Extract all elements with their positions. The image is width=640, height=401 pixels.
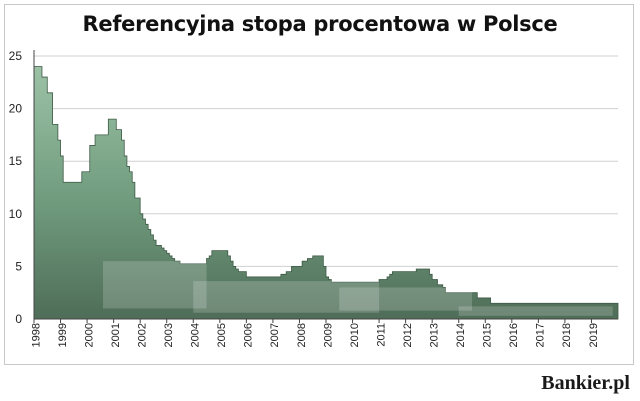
x-tick-label: 2003 xyxy=(163,323,175,347)
x-tick-label: 2012 xyxy=(402,323,414,347)
banknote-band-3 xyxy=(458,306,613,316)
x-tick-label: 2018 xyxy=(561,323,573,347)
x-tick-label: 2010 xyxy=(349,323,361,347)
x-tick-label: 1999 xyxy=(57,323,69,347)
x-tick-label: 2000 xyxy=(83,323,95,347)
series-area-path xyxy=(33,66,619,320)
banknote-band-2 xyxy=(339,287,472,311)
y-tick-label: 25 xyxy=(9,49,23,63)
x-tick-label: 2009 xyxy=(322,323,334,347)
banknote-band-0 xyxy=(103,261,207,309)
y-tick-label: 20 xyxy=(9,102,23,116)
x-tick-label: 2014 xyxy=(455,323,467,347)
x-tick-label: 2005 xyxy=(216,323,228,347)
x-tick-label: 2007 xyxy=(269,323,281,347)
x-tick-label: 2019 xyxy=(588,323,600,347)
x-tick-labels: 1998 1999 2000 2001 2002 2003 2004 2005 2006 2007… xyxy=(30,319,600,347)
x-tick-label: 2013 xyxy=(429,323,441,347)
y-tick-label: 15 xyxy=(9,154,23,168)
chart-title: Referencyjna stopa procentowa w Polsce xyxy=(82,12,558,36)
x-tick-label: 2016 xyxy=(508,323,520,347)
x-tick-label: 2001 xyxy=(110,323,122,347)
banknote-band-1 xyxy=(193,281,380,313)
brand-logo: Bankier.pl xyxy=(541,372,630,394)
x-tick-label: 2002 xyxy=(137,323,149,347)
series-area xyxy=(33,66,619,320)
x-tick-label: 2017 xyxy=(535,323,547,347)
y-tick-labels: 0 5 10 15 20 25 xyxy=(9,49,23,326)
y-tick-label: 5 xyxy=(15,259,22,273)
x-tick-label: 2015 xyxy=(482,323,494,347)
x-tick-label: 2006 xyxy=(243,323,255,347)
x-tick-label: 2004 xyxy=(190,323,202,347)
y-tick-label: 10 xyxy=(9,207,23,221)
x-tick-label: 2008 xyxy=(296,323,308,347)
y-tick-label: 0 xyxy=(15,312,22,326)
x-tick-label: 1998 xyxy=(30,323,42,347)
x-tick-label: 2011 xyxy=(375,323,387,347)
